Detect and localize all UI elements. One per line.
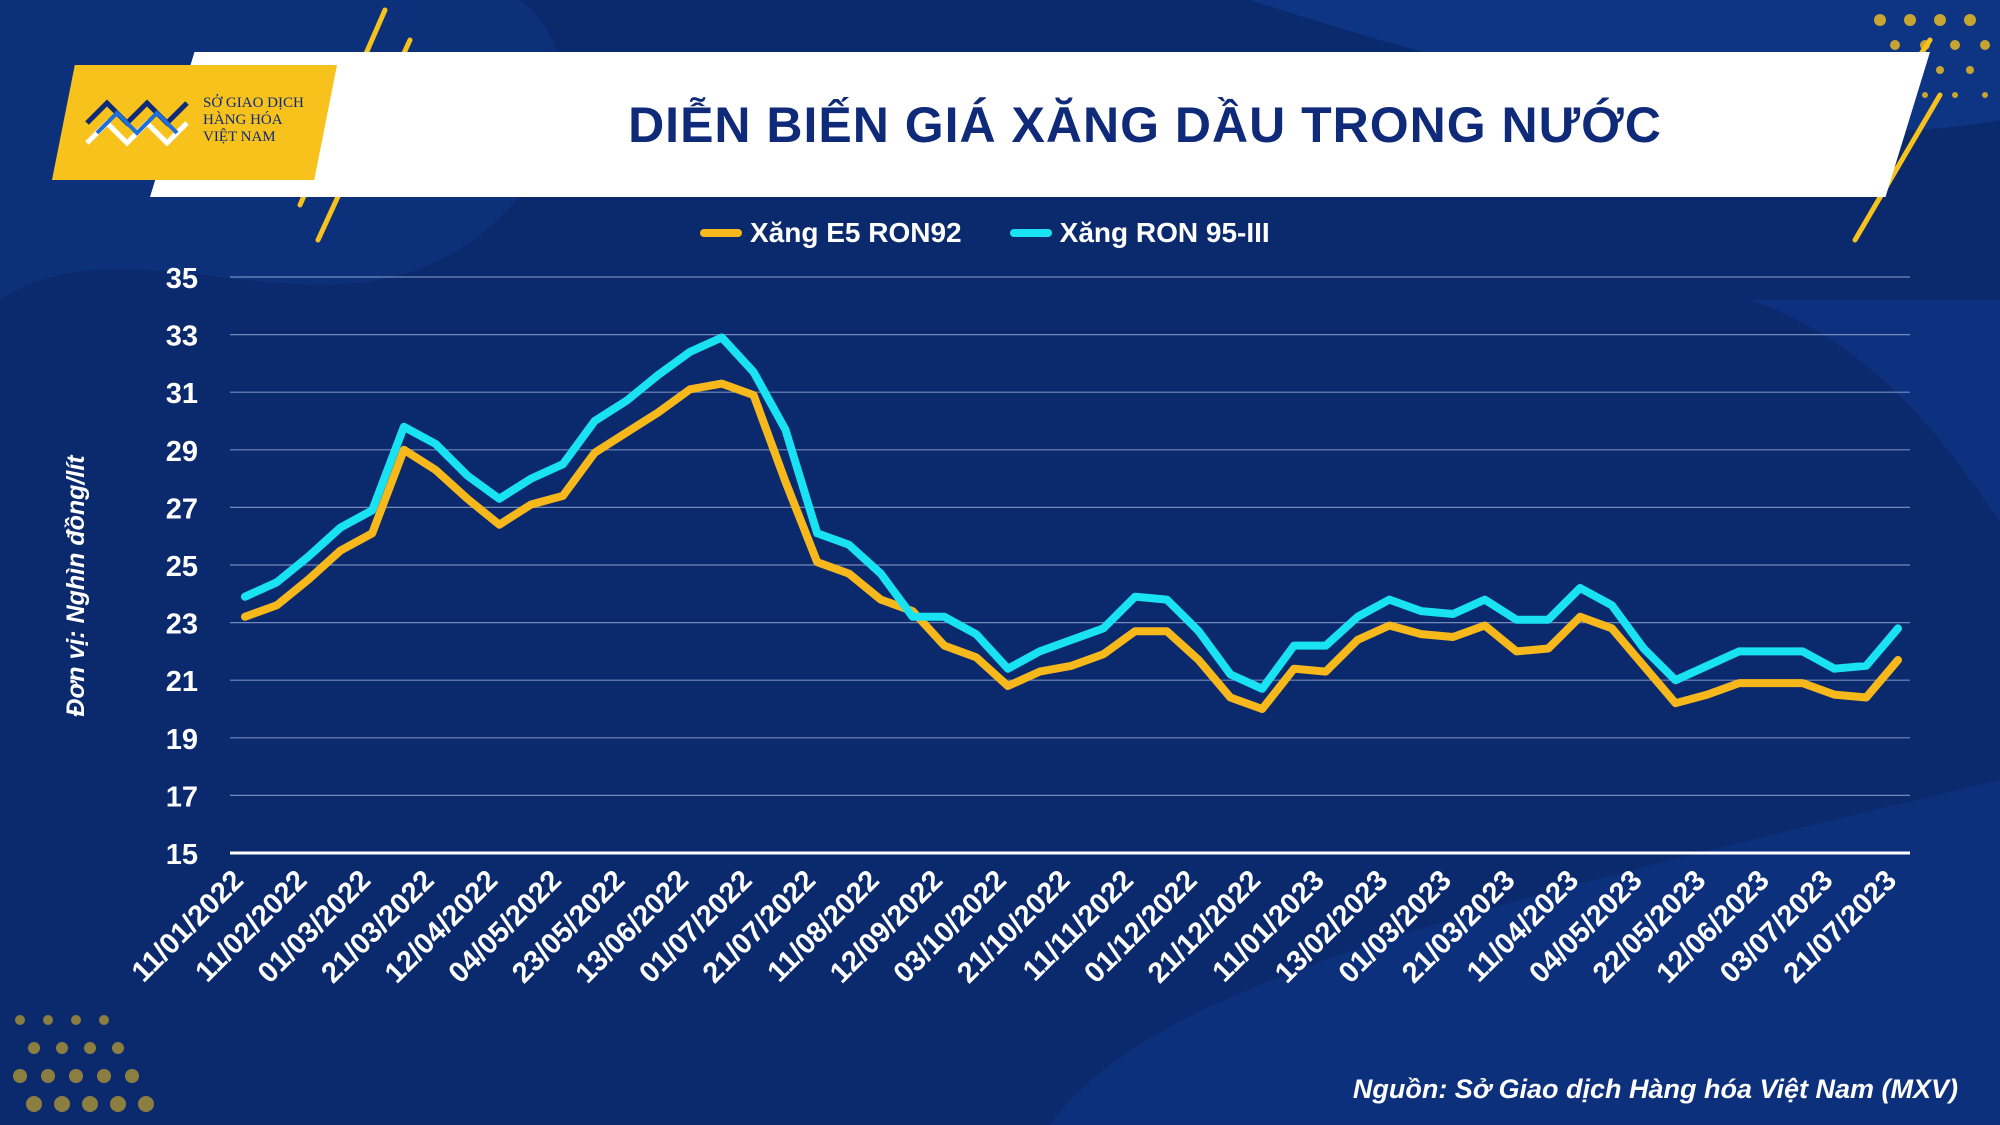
series-line-ron95-iii (241, 333, 1902, 693)
y-tick-label: 33 (166, 321, 198, 353)
dot-pattern-bottom-left (13, 1015, 154, 1112)
legend-item-ron95: Xăng RON 95-III (1009, 217, 1270, 249)
logo-text-line: VIỆT NAM (203, 129, 276, 145)
y-tick-label: 35 (166, 263, 198, 295)
logo-text-line: HÀNG HÓA (203, 112, 283, 128)
source-note: Nguồn: Sở Giao dịch Hàng hóa Việt Nam (M… (1352, 1074, 1958, 1104)
logo (52, 65, 337, 180)
chart-legend: Xăng E5 RON92 Xăng RON 95-III (700, 213, 1270, 253)
logo-text: SỞ GIAO DỊCH HÀNG HÓA VIỆT NAM (203, 95, 323, 146)
y-tick-label: 15 (166, 839, 198, 871)
legend-label-ron95: Xăng RON 95-III (1059, 217, 1270, 248)
legend-item-e5: Xăng E5 RON92 (700, 217, 962, 249)
title-banner (150, 52, 1930, 197)
series-line-e5-ron92 (241, 379, 1902, 713)
y-tick-label: 23 (166, 609, 198, 641)
page-title: DIỄN BIẾN GIÁ XĂNG DẦU TRONG NƯỚC (628, 96, 1662, 153)
y-tick-label: 19 (166, 724, 198, 756)
y-tick-label: 29 (166, 436, 198, 468)
y-tick-label: 25 (166, 551, 198, 583)
y-tick-label: 31 (166, 378, 198, 410)
legend-swatch-e5 (700, 229, 742, 237)
background-wave-bottom (1050, 780, 2000, 1125)
y-tick-label: 27 (166, 493, 198, 525)
logo-mark-icon (85, 99, 189, 147)
legend-swatch-ron95 (1009, 229, 1052, 237)
y-tick-label: 21 (166, 666, 198, 698)
legend-label-e5: Xăng E5 RON92 (750, 217, 962, 248)
background-wave-right (1750, 300, 2000, 520)
logo-text-line: SỞ GIAO DỊCH (203, 95, 304, 111)
y-tick-label: 17 (166, 781, 198, 813)
